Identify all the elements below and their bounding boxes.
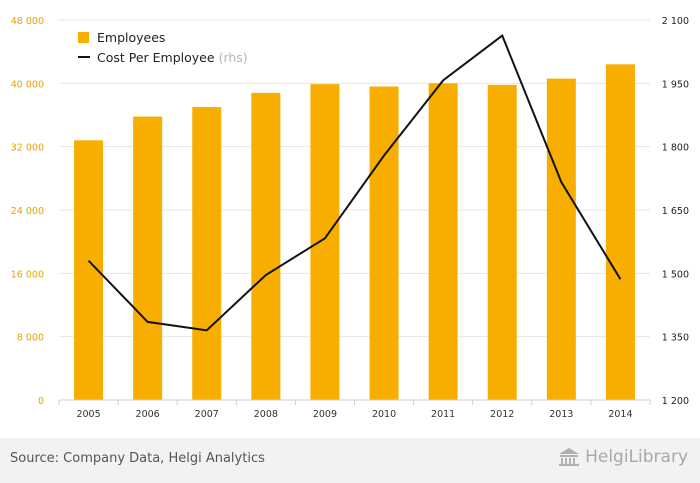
right-axis-tick-label: 1 650 xyxy=(662,206,689,217)
bar xyxy=(546,78,576,400)
line-series-cost-per-employee xyxy=(87,34,622,332)
left-y-axis: 0 8 000 16 000 24 000 32 000 40 000 48 000 xyxy=(11,16,44,407)
bar xyxy=(605,64,635,400)
x-axis-tick-label: 2005 xyxy=(76,409,100,420)
legend-swatch-bar xyxy=(78,31,89,43)
x-axis-tick-label: 2009 xyxy=(313,409,337,420)
legend: Employees Cost Per Employee (rhs) xyxy=(78,27,248,67)
x-axis-tick-label: 2014 xyxy=(608,409,632,420)
brand-logo[interactable]: HelgiLibrary xyxy=(557,447,688,467)
right-axis-tick-label: 1 800 xyxy=(662,143,689,154)
x-axis: 2005 2006 2007 2008 2009 2010 2011 2012 2013 2014 xyxy=(58,399,651,420)
left-axis-tick-label: 32 000 xyxy=(11,143,44,154)
legend-item-cost-per-employee: Cost Per Employee (rhs) xyxy=(78,47,248,67)
right-axis-tick-label: 1 350 xyxy=(662,333,689,344)
left-axis-tick-label: 16 000 xyxy=(11,269,44,280)
right-axis-tick-label: 1 950 xyxy=(662,79,689,90)
bar-series-employees xyxy=(74,64,635,401)
bar xyxy=(369,86,399,400)
legend-swatch-line xyxy=(78,56,90,58)
legend-label-employees: Employees xyxy=(97,29,166,45)
footer-bar: Source: Company Data, Helgi Analytics He… xyxy=(0,438,700,483)
x-axis-tick-label: 2008 xyxy=(254,409,278,420)
legend-item-employees: Employees xyxy=(78,27,248,47)
legend-note-rhs: (rhs) xyxy=(218,49,248,65)
x-axis-tick-label: 2011 xyxy=(431,409,455,420)
right-axis-tick-label: 2 100 xyxy=(662,16,689,27)
x-axis-tick-label: 2012 xyxy=(490,409,514,420)
left-axis-tick-label: 8 000 xyxy=(17,333,44,344)
x-axis-tick-label: 2013 xyxy=(549,409,573,420)
x-axis-tick-label: 2007 xyxy=(195,409,219,420)
source-text: Source: Company Data, Helgi Analytics xyxy=(10,451,265,466)
bar xyxy=(428,83,458,400)
x-axis-tick-label: 2006 xyxy=(136,409,160,420)
library-building-icon xyxy=(559,448,580,466)
left-axis-tick-label: 40 000 xyxy=(11,79,44,90)
brand-name: HelgiLibrary xyxy=(585,447,688,467)
bar xyxy=(133,116,163,400)
left-axis-tick-label: 0 xyxy=(38,396,44,407)
x-axis-tick-label: 2010 xyxy=(372,409,396,420)
bar xyxy=(310,84,340,400)
right-axis-tick-label: 1 500 xyxy=(662,269,689,280)
cost-per-employee-line xyxy=(87,34,622,332)
legend-label-cost-per-employee: Cost Per Employee xyxy=(97,49,215,65)
left-axis-tick-label: 48 000 xyxy=(11,16,44,27)
right-axis-tick-label: 1 200 xyxy=(662,396,689,407)
bar xyxy=(251,92,281,400)
right-y-axis: 1 200 1 350 1 500 1 650 1 800 1 950 2 100 xyxy=(662,16,689,407)
bar xyxy=(192,107,222,400)
bar xyxy=(487,84,517,401)
left-axis-tick-label: 24 000 xyxy=(11,206,44,217)
